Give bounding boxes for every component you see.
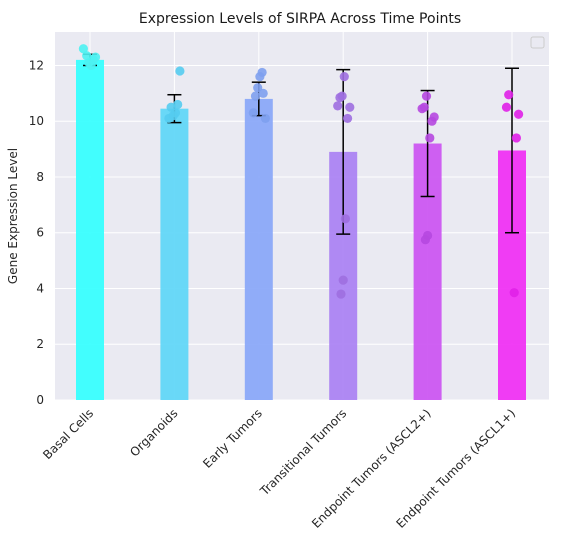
y-tick-label: 10 <box>29 114 44 128</box>
data-point <box>417 104 427 114</box>
plot-area <box>55 32 549 400</box>
x-tick-label: Basal Cells <box>40 406 96 462</box>
x-tick-label: Transitional Tumors <box>257 406 350 499</box>
y-axis-label: Gene Expression Level <box>6 148 20 284</box>
data-point <box>255 72 265 82</box>
y-tick-label: 6 <box>36 226 44 240</box>
data-point <box>166 102 176 112</box>
y-tick-label: 4 <box>36 281 44 295</box>
data-point <box>333 101 343 111</box>
data-points <box>78 44 524 299</box>
data-point <box>345 102 355 112</box>
data-point <box>340 214 350 224</box>
y-tick-labels: 0 2 4 6 8 10 12 <box>29 58 44 407</box>
data-point <box>338 275 348 285</box>
data-point <box>175 66 185 76</box>
data-point <box>509 288 519 298</box>
bar <box>160 108 189 401</box>
chart-title: Expression Levels of SIRPA Across Time P… <box>139 11 461 27</box>
bar <box>76 59 104 401</box>
data-point <box>248 108 258 118</box>
data-point <box>82 51 92 61</box>
legend-box <box>530 36 545 49</box>
data-point <box>339 72 349 82</box>
data-point <box>427 116 437 126</box>
data-point <box>504 90 514 100</box>
data-point <box>84 58 94 68</box>
data-point <box>421 91 432 101</box>
x-tick-label: Early Tumors <box>200 406 265 471</box>
x-tick-labels: Basal Cells Organoids Early TumorsTransiti… <box>40 406 518 531</box>
x-tick-label: Organoids <box>127 406 180 459</box>
y-tick-label: 12 <box>29 58 44 72</box>
y-tick-label: 0 <box>36 393 44 407</box>
bar <box>244 98 273 400</box>
data-point <box>336 289 346 299</box>
data-point <box>511 133 521 143</box>
bars <box>76 59 526 401</box>
data-point <box>260 113 270 124</box>
data-point <box>425 133 435 143</box>
data-point <box>335 92 345 103</box>
data-point <box>78 44 88 54</box>
data-point <box>501 102 512 112</box>
data-point <box>343 113 353 124</box>
data-point <box>420 235 430 245</box>
data-point <box>514 109 524 119</box>
data-point <box>164 113 174 124</box>
y-tick-label: 8 <box>36 170 44 184</box>
data-point <box>250 91 261 101</box>
y-tick-label: 2 <box>36 337 44 351</box>
data-point <box>258 88 268 98</box>
